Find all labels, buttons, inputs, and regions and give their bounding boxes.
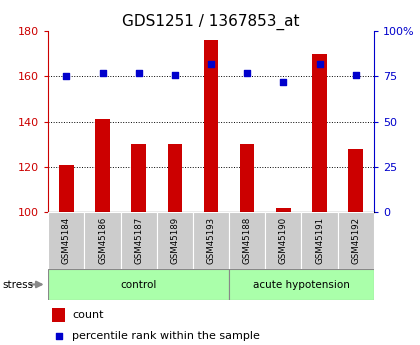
Bar xyxy=(48,269,229,300)
Point xyxy=(244,70,251,76)
Point xyxy=(208,61,215,67)
Bar xyxy=(168,144,182,212)
Point xyxy=(99,70,106,76)
Bar xyxy=(95,119,110,212)
Text: control: control xyxy=(121,280,157,289)
Bar xyxy=(59,165,74,212)
Text: GSM45189: GSM45189 xyxy=(171,217,179,264)
Text: GSM45187: GSM45187 xyxy=(134,217,143,264)
Bar xyxy=(338,212,374,269)
Bar xyxy=(229,269,374,300)
Bar xyxy=(312,54,327,212)
Text: acute hypotension: acute hypotension xyxy=(253,280,350,289)
Text: GSM45184: GSM45184 xyxy=(62,217,71,264)
Bar xyxy=(229,212,265,269)
Bar xyxy=(276,208,291,212)
Bar xyxy=(52,308,65,322)
Bar xyxy=(204,40,218,212)
Title: GDS1251 / 1367853_at: GDS1251 / 1367853_at xyxy=(122,13,300,30)
Bar xyxy=(48,212,84,269)
Bar xyxy=(265,212,302,269)
Bar xyxy=(193,212,229,269)
Point xyxy=(135,70,142,76)
Point xyxy=(280,79,287,85)
Bar xyxy=(349,149,363,212)
Point xyxy=(316,61,323,67)
Point xyxy=(63,73,70,79)
Bar xyxy=(131,144,146,212)
Text: GSM45190: GSM45190 xyxy=(279,217,288,264)
Bar xyxy=(240,144,255,212)
Point xyxy=(171,72,178,77)
Text: GSM45186: GSM45186 xyxy=(98,217,107,264)
Text: GSM45191: GSM45191 xyxy=(315,217,324,264)
Text: percentile rank within the sample: percentile rank within the sample xyxy=(73,331,260,341)
Bar xyxy=(302,212,338,269)
Text: GSM45188: GSM45188 xyxy=(243,217,252,264)
Bar xyxy=(157,212,193,269)
Text: GSM45193: GSM45193 xyxy=(207,217,215,264)
Point xyxy=(352,72,359,77)
Point xyxy=(55,333,62,339)
Text: GSM45192: GSM45192 xyxy=(351,217,360,264)
Bar xyxy=(121,212,157,269)
Bar xyxy=(84,212,121,269)
Text: count: count xyxy=(73,310,104,320)
Text: stress: stress xyxy=(2,280,33,289)
